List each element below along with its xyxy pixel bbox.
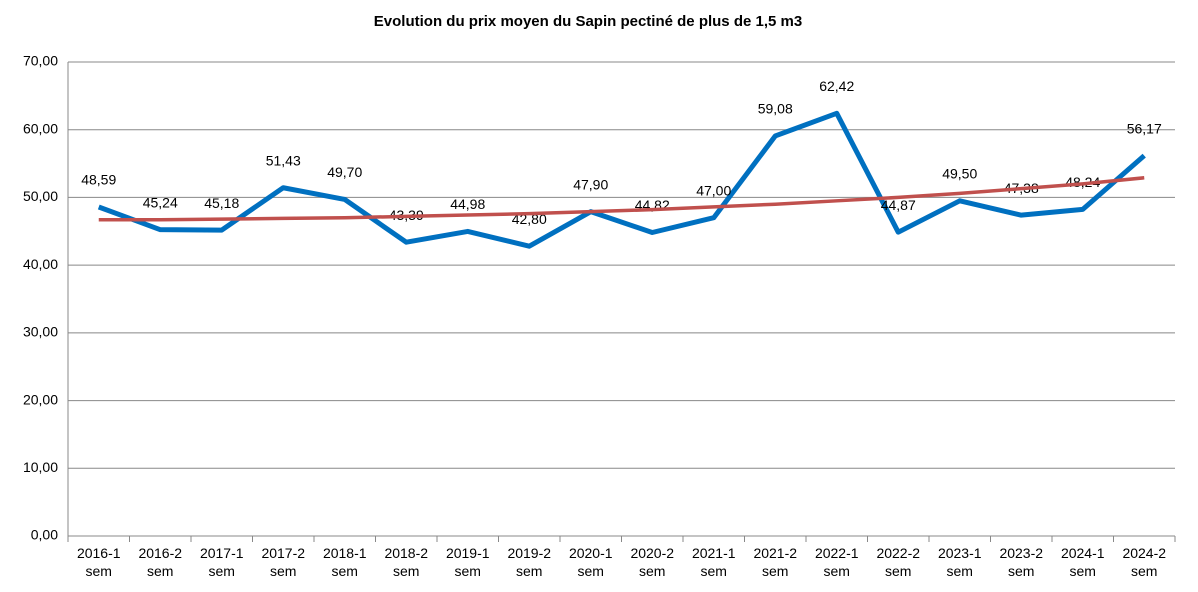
- x-tick-label: 2023-1 sem: [937, 545, 982, 579]
- x-tick-label: 2017-1 sem: [199, 545, 244, 579]
- y-tick-label: 40,00: [23, 256, 58, 272]
- x-tick-label: 2023-2 sem: [999, 545, 1044, 579]
- x-tick-label: 2019-1 sem: [445, 545, 490, 579]
- data-label: 45,24: [143, 194, 178, 210]
- y-tick-label: 0,00: [31, 527, 58, 543]
- x-tick-label: 2016-2 sem: [138, 545, 183, 579]
- y-tick-label: 10,00: [23, 459, 58, 475]
- data-label: 56,17: [1127, 120, 1162, 136]
- data-label: 45,18: [204, 195, 239, 211]
- data-label: 59,08: [758, 101, 793, 117]
- x-tick-label: 2021-2 sem: [753, 545, 798, 579]
- chart-title: Evolution du prix moyen du Sapin pectiné…: [374, 13, 802, 30]
- x-tick-label: 2024-2 sem: [1122, 545, 1167, 579]
- x-tick-label: 2022-1 sem: [814, 545, 859, 579]
- x-tick-label: 2020-1 sem: [568, 545, 613, 579]
- x-tick-label: 2022-2 sem: [876, 545, 921, 579]
- data-label: 62,42: [819, 78, 854, 94]
- data-label: 47,90: [573, 176, 608, 192]
- x-tick-label: 2020-2 sem: [630, 545, 675, 579]
- x-tick-label: 2018-1 sem: [322, 545, 367, 579]
- y-tick-label: 30,00: [23, 324, 58, 340]
- data-label: 48,59: [81, 172, 116, 188]
- trend-line: [98, 176, 1145, 222]
- data-label: 44,98: [450, 196, 485, 212]
- y-tick-label: 60,00: [23, 120, 58, 136]
- data-label: 51,43: [266, 152, 301, 168]
- x-tick-label: 2018-2 sem: [384, 545, 429, 579]
- x-tick-label: 2019-2 sem: [507, 545, 552, 579]
- y-tick-label: 20,00: [23, 391, 58, 407]
- data-line: [97, 110, 1146, 249]
- x-tick-label: 2024-1 sem: [1060, 545, 1105, 579]
- x-tick-label: 2016-1 sem: [76, 545, 121, 579]
- data-label: 49,70: [327, 164, 362, 180]
- y-tick-label: 50,00: [23, 188, 58, 204]
- x-tick-label: 2021-1 sem: [691, 545, 736, 579]
- data-label: 49,50: [942, 166, 977, 182]
- y-tick-label: 70,00: [23, 53, 58, 69]
- data-label: 47,00: [696, 182, 731, 198]
- x-tick-label: 2017-2 sem: [261, 545, 306, 579]
- data-label: 44,87: [881, 197, 916, 213]
